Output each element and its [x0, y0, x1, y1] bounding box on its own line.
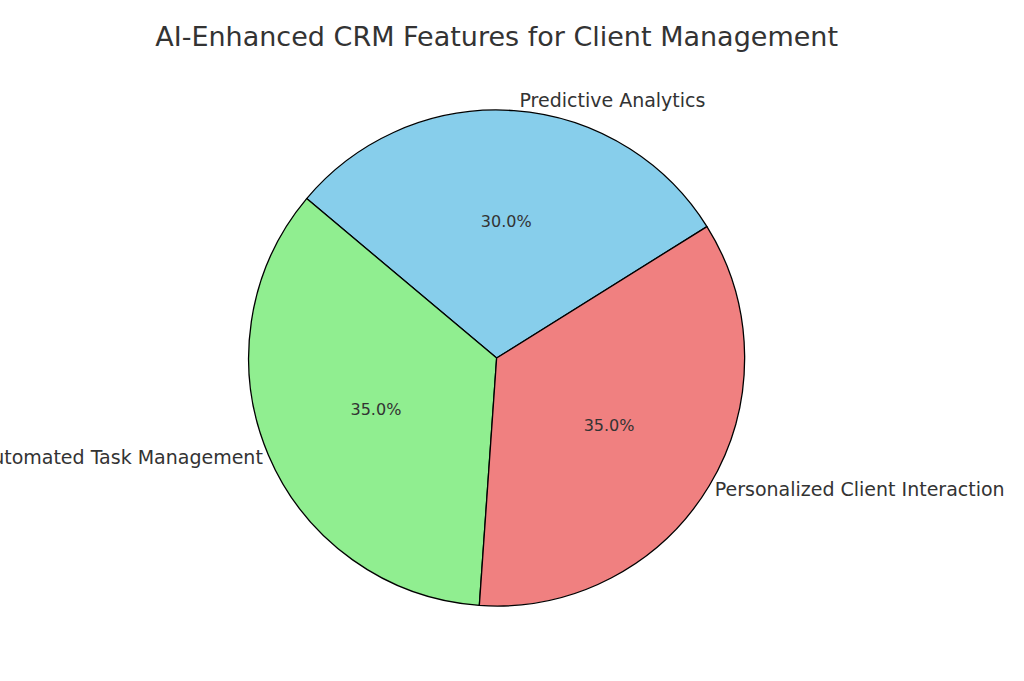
svg-text:35.0%: 35.0% — [351, 400, 402, 419]
svg-text:35.0%: 35.0% — [584, 416, 635, 435]
svg-text:Automated Task Management: Automated Task Management — [0, 446, 263, 468]
svg-text:30.0%: 30.0% — [481, 212, 532, 231]
svg-text:Personalized Client Interactio: Personalized Client Interaction — [715, 478, 1005, 500]
svg-text:AI-Enhanced CRM Features for C: AI-Enhanced CRM Features for Client Mana… — [155, 21, 838, 52]
svg-text:Predictive Analytics: Predictive Analytics — [519, 89, 705, 111]
